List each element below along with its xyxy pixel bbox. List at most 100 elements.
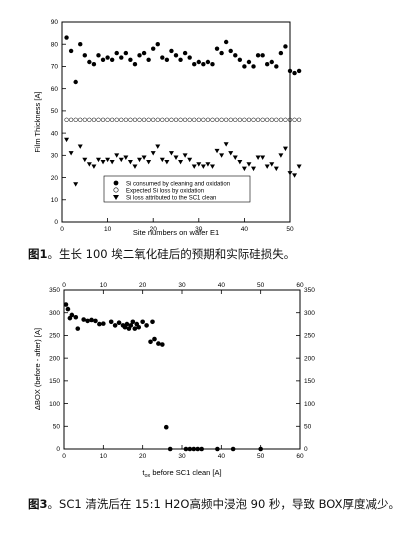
- y-tick-label-right: 100: [304, 401, 315, 408]
- legend-label-si-consumed: Si consumed by cleaning and oxidation: [126, 182, 230, 188]
- data-point-expected-si-loss: [137, 117, 142, 122]
- x-tick-label-top: 40: [218, 282, 226, 289]
- y-tick-label: 90: [51, 19, 59, 26]
- data-point-sc1-loss: [269, 162, 275, 167]
- legend-marker-triangle: [113, 195, 119, 200]
- data-point-si-consumed: [187, 55, 192, 60]
- data-point-si-consumed: [210, 62, 215, 67]
- data-point-expected-si-loss: [114, 117, 119, 122]
- chart-1: 0 10 20 30 40 50 0 10 20 30 40 50 60 70 80 90 Site numb…: [33, 19, 302, 237]
- data-point-sc1-loss: [273, 166, 279, 172]
- data-point-expected-si-loss: [119, 117, 124, 122]
- data-point-expected-si-loss: [233, 117, 238, 122]
- data-point-si-consumed: [73, 79, 78, 85]
- data-point-delta-box: [116, 320, 122, 326]
- data-point-sc1-loss: [223, 142, 229, 147]
- data-point-si-consumed: [132, 62, 138, 67]
- data-point-delta-box: [108, 319, 114, 325]
- data-point-delta-box: [150, 319, 155, 325]
- data-point-expected-si-loss: [146, 117, 151, 122]
- x-tick-label-bottom: 0: [62, 453, 66, 460]
- data-point-expected-si-loss: [155, 117, 160, 122]
- data-point-expected-si-loss: [96, 117, 101, 122]
- data-point-delta-box: [65, 306, 71, 312]
- data-point-expected-si-loss: [283, 117, 288, 122]
- data-point-si-consumed: [119, 55, 124, 60]
- data-point-sc1-loss: [196, 162, 202, 167]
- chart-2-y-axis-label: ΔBOX (before - after) [A]: [33, 328, 42, 410]
- x-tick-label-bottom: 20: [139, 453, 147, 460]
- data-point-si-consumed: [260, 53, 265, 58]
- data-point-sc1-loss: [178, 160, 184, 165]
- data-point-expected-si-loss: [123, 117, 128, 122]
- data-point-expected-si-loss: [196, 117, 201, 122]
- data-point-sc1-loss: [219, 153, 225, 158]
- x-tick-label-top: 50: [257, 282, 265, 289]
- data-point-expected-si-loss: [132, 117, 138, 122]
- y-tick-label-left: 50: [53, 423, 61, 430]
- data-point-sc1-loss: [64, 137, 70, 143]
- y-tick-label-right: 350: [304, 287, 315, 294]
- data-point-sc1-loss: [155, 144, 161, 149]
- data-point-expected-si-loss: [278, 117, 284, 122]
- data-point-sc1-loss: [91, 164, 97, 169]
- chart-2-x-axis-label-subscript: ox: [144, 473, 150, 479]
- data-point-delta-box: [156, 341, 161, 346]
- data-point-expected-si-loss: [224, 117, 229, 122]
- data-point-sc1-loss: [278, 153, 284, 158]
- data-point-delta-box: [69, 312, 75, 318]
- data-point-expected-si-loss: [260, 117, 265, 122]
- data-point-expected-si-loss: [296, 117, 302, 122]
- y-tick-label-right: 300: [304, 310, 315, 317]
- data-point-expected-si-loss: [274, 117, 279, 122]
- data-point-si-consumed: [173, 53, 179, 58]
- data-point-si-consumed: [114, 50, 119, 56]
- data-point-sc1-loss: [123, 155, 129, 160]
- data-point-expected-si-loss: [201, 117, 206, 122]
- x-tick-label-top: 10: [100, 282, 108, 289]
- data-point-si-consumed: [178, 57, 183, 62]
- y-tick-label-right: 250: [304, 333, 315, 340]
- data-point-si-consumed: [196, 59, 201, 65]
- data-point-expected-si-loss: [242, 117, 247, 122]
- x-tick-label: 0: [60, 226, 64, 233]
- data-point-delta-box: [140, 319, 145, 325]
- x-tick-label-bottom: 30: [178, 453, 186, 460]
- data-point-sc1-loss: [146, 160, 152, 165]
- data-point-sc1-loss: [159, 157, 165, 163]
- data-point-si-consumed: [219, 50, 224, 56]
- data-point-sc1-loss: [246, 162, 252, 167]
- y-tick-label: 30: [51, 153, 59, 160]
- chart-1-legend: Si consumed by cleaning and oxidation Ex…: [103, 175, 251, 203]
- x-tick-label-top: 0: [62, 282, 66, 289]
- chart-1-y-axis-label: Film Thickness [A]: [33, 91, 42, 152]
- chart-2-plot-frame: [63, 289, 301, 450]
- figure-1-label: 图1: [28, 247, 48, 261]
- data-point-sc1-loss: [292, 173, 298, 178]
- data-point-sc1-loss: [200, 164, 206, 169]
- data-point-si-consumed: [223, 39, 229, 45]
- legend-label-sc1-loss: Si loss attributed to the SC1 clean: [126, 196, 216, 202]
- figure-1-caption: 图1。生长 100 埃二氧化硅后的预期和实际硅损失。: [28, 246, 295, 262]
- data-point-si-consumed: [278, 50, 284, 56]
- data-point-sc1-loss: [187, 157, 193, 163]
- data-point-sc1-loss: [182, 153, 188, 158]
- data-point-expected-si-loss: [128, 117, 133, 122]
- chart-1-legend-box: [103, 175, 251, 203]
- y-tick-label: 50: [51, 108, 59, 115]
- data-point-si-consumed: [164, 57, 170, 62]
- data-point-si-consumed: [283, 44, 288, 49]
- data-point-delta-box: [75, 326, 81, 331]
- figure-3-label: 图3: [28, 497, 48, 511]
- data-point-si-consumed: [237, 57, 243, 62]
- data-point-expected-si-loss: [246, 117, 252, 122]
- data-point-sc1-loss: [237, 160, 243, 165]
- figure-1-text: 。生长 100 埃二氧化硅后的预期和实际硅损失。: [47, 247, 296, 261]
- data-point-delta-box: [130, 319, 136, 325]
- data-point-sc1-loss: [264, 164, 270, 169]
- data-point-sc1-loss: [127, 160, 133, 165]
- data-point-expected-si-loss: [210, 117, 215, 122]
- data-point-sc1-loss: [205, 162, 211, 167]
- data-point-sc1-loss: [282, 146, 288, 152]
- data-point-sc1-loss: [191, 164, 197, 169]
